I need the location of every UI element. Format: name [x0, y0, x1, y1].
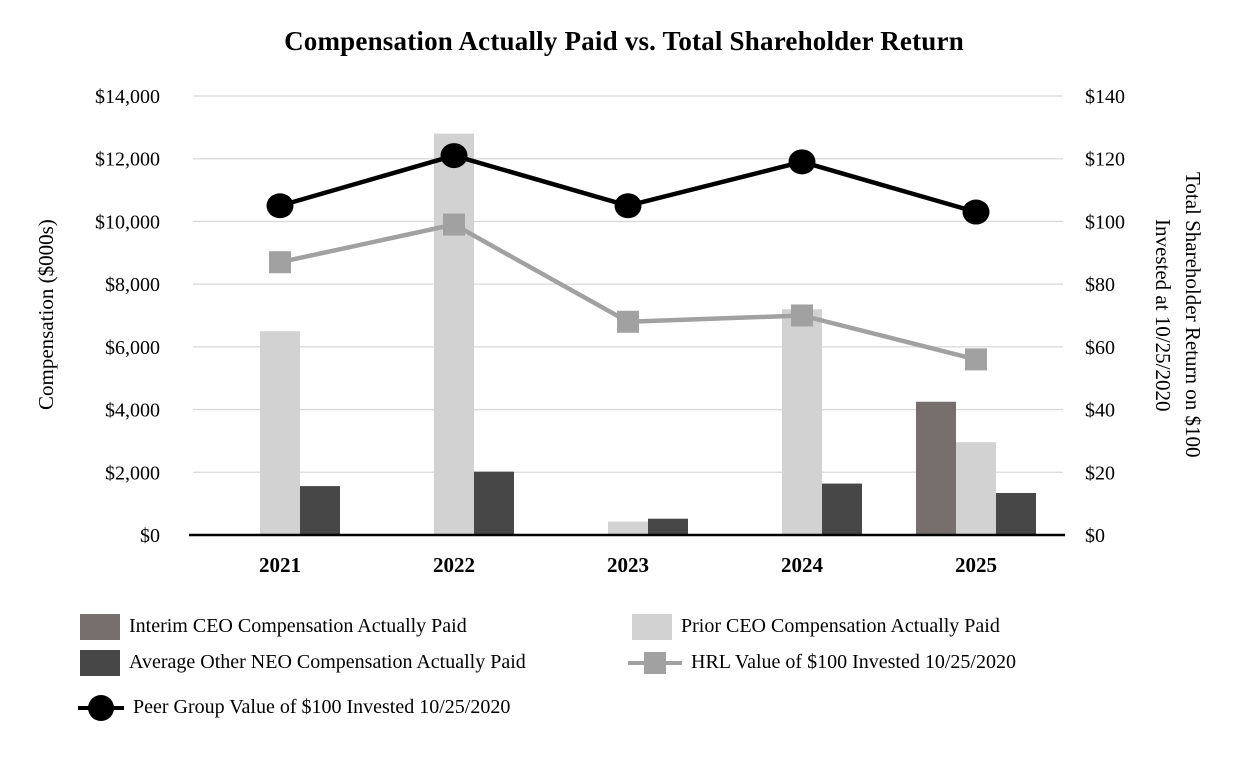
left-axis-tick: $4,000 — [105, 400, 160, 422]
hrl-value-marker-2024 — [791, 304, 813, 327]
left-axis-tick: $8,000 — [105, 274, 160, 296]
bar-prior-ceo-2022 — [434, 133, 474, 535]
x-axis-label-2022: 2022 — [433, 553, 475, 577]
peer-group-value-marker-2022 — [440, 143, 468, 169]
left-axis-title: Compensation ($000s) — [34, 219, 58, 411]
bar-avg-other-neo-2025 — [996, 492, 1036, 535]
right-axis-tick: $100 — [1085, 211, 1125, 233]
left-axis-tick: $14,000 — [95, 86, 160, 108]
x-axis-label-2025: 2025 — [955, 553, 997, 577]
bar-prior-ceo-2023 — [608, 521, 648, 535]
peer-group-value-marker-2021 — [266, 193, 294, 219]
left-axis-tick: $0 — [140, 525, 160, 547]
bar-prior-ceo-2025 — [956, 442, 996, 535]
right-axis-tick: $60 — [1085, 337, 1115, 359]
right-axis-title: Total Shareholder Return on $100 Investe… — [1148, 95, 1208, 535]
right-axis-title-line2: Invested at 10/25/2020 — [1151, 218, 1175, 412]
bar-interim-ceo-2025 — [916, 401, 956, 535]
right-axis-tick: $120 — [1085, 149, 1125, 171]
peer-group-value-marker-2025 — [962, 199, 990, 225]
chart-title: Compensation Actually Paid vs. Total Sha… — [284, 26, 964, 56]
hrl-value-marker-2025 — [965, 348, 987, 371]
peer-group-value-marker-2024 — [788, 149, 816, 175]
bar-avg-other-neo-2021 — [300, 486, 340, 535]
x-axis-label-2024: 2024 — [781, 553, 824, 577]
x-axis-label-2023: 2023 — [607, 553, 649, 577]
bar-avg-other-neo-2023 — [648, 518, 688, 535]
right-axis-tick: $40 — [1085, 400, 1115, 422]
hrl-value-marker-2023 — [617, 310, 639, 333]
right-axis-tick: $0 — [1085, 525, 1105, 547]
bar-prior-ceo-2024 — [782, 309, 822, 535]
hrl-value-marker-2022 — [443, 213, 465, 236]
left-axis-tick: $2,000 — [105, 462, 160, 484]
bar-avg-other-neo-2022 — [474, 471, 514, 535]
right-axis-title-line1: Total Shareholder Return on $100 — [1181, 172, 1205, 458]
hrl-value-line — [279, 222, 977, 362]
right-axis-tick: $80 — [1085, 274, 1115, 296]
right-axis-tick: $20 — [1085, 462, 1115, 484]
bar-avg-other-neo-2024 — [822, 483, 862, 535]
left-axis-tick: $10,000 — [95, 211, 160, 233]
left-axis-tick: $12,000 — [95, 149, 160, 171]
right-axis-tick: $140 — [1085, 86, 1125, 108]
bar-prior-ceo-2021 — [260, 331, 300, 535]
peer-group-value-marker-2023 — [614, 193, 642, 219]
x-axis-label-2021: 2021 — [259, 553, 301, 577]
hrl-value-marker-2021 — [269, 251, 291, 274]
left-axis-tick: $6,000 — [105, 337, 160, 359]
